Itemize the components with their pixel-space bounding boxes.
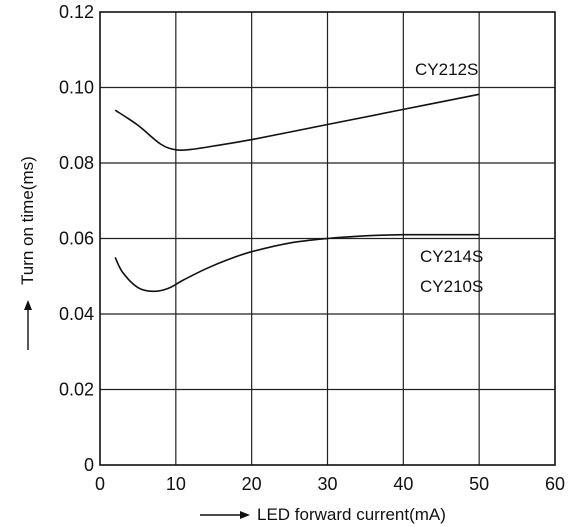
y-tick-label: 0.02: [59, 380, 94, 400]
x-axis-arrow-head: [240, 511, 250, 519]
y-tick-label: 0.06: [59, 229, 94, 249]
series-label-cy214s: CY214S: [420, 247, 483, 266]
y-tick-label: 0.04: [59, 304, 94, 324]
grid-lines: [100, 12, 555, 465]
y-tick-label: 0.08: [59, 153, 94, 173]
y-axis-label: Turn on time(ms): [18, 156, 37, 285]
y-tick-label: 0.12: [59, 2, 94, 22]
y-tick-label: 0.10: [59, 78, 94, 98]
tick-labels: 0 10 20 30 40 50 60 0 0.02 0.04 0.06 0.08 0.10 0.12: [59, 2, 565, 494]
series-label-cy212s: CY212S: [415, 60, 478, 79]
x-tick-label: 50: [469, 474, 489, 494]
plot-frame: [99, 11, 556, 466]
x-tick-label: 20: [242, 474, 262, 494]
x-axis-title: LED forward current(mA): [200, 505, 446, 524]
series-curves: [114, 93, 480, 293]
x-tick-label: 40: [393, 474, 413, 494]
y-axis-title: Turn on time(ms): [18, 156, 37, 285]
x-tick-label: 0: [95, 474, 105, 494]
series-label-cy210s: CY210S: [420, 277, 483, 296]
series-line-cy212s: [114, 93, 480, 152]
y-axis-arrow: [24, 300, 32, 350]
x-axis-label: LED forward current(mA): [257, 505, 446, 524]
series-line-cy214s-cy210s: [114, 233, 480, 293]
y-axis-arrow-head: [24, 300, 32, 310]
x-tick-label: 30: [317, 474, 337, 494]
y-tick-label: 0: [84, 455, 94, 475]
x-tick-label: 60: [545, 474, 565, 494]
x-tick-label: 10: [166, 474, 186, 494]
